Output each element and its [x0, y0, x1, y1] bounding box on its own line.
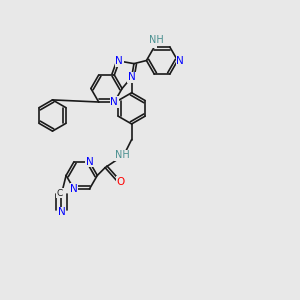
Text: O: O — [116, 177, 125, 187]
Text: N: N — [176, 56, 184, 65]
Text: N: N — [58, 207, 65, 217]
Text: NH: NH — [149, 35, 164, 45]
Text: N: N — [116, 56, 123, 66]
Text: N: N — [128, 72, 136, 82]
Text: N: N — [70, 184, 78, 194]
Text: H: H — [150, 39, 157, 48]
Text: NH: NH — [115, 150, 130, 160]
Text: C: C — [57, 189, 63, 198]
Text: N: N — [110, 97, 118, 107]
Text: N: N — [85, 157, 93, 167]
